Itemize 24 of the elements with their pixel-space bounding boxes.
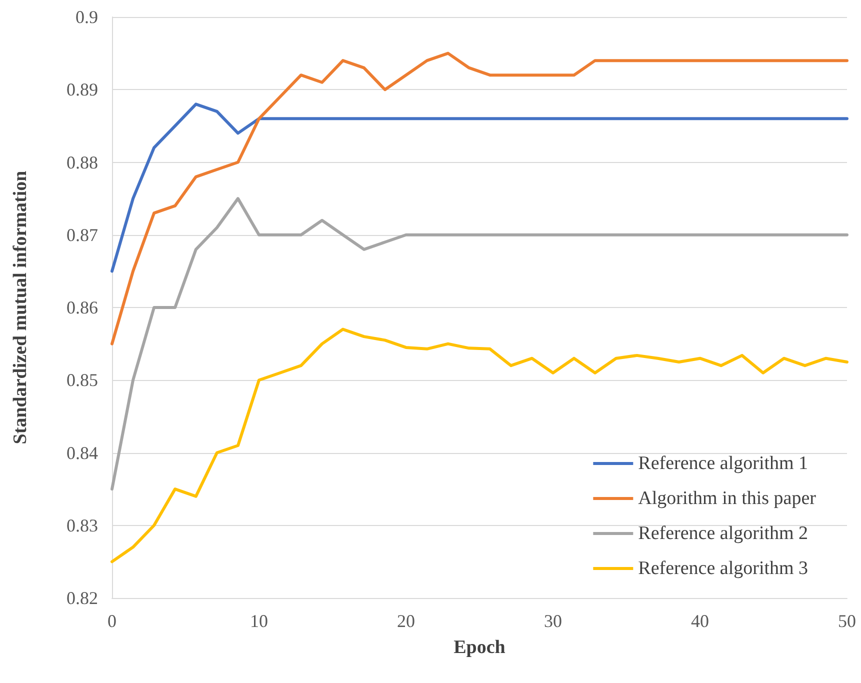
line-series bbox=[110, 52, 848, 346]
y-tick-label: 0.88 bbox=[66, 152, 98, 172]
legend-label: Reference algorithm 1 bbox=[638, 453, 808, 474]
y-tick-label: 0.9 bbox=[76, 7, 98, 27]
y-tick-label: 0.84 bbox=[66, 442, 98, 463]
line-series bbox=[110, 197, 848, 491]
x-tick-label: 50 bbox=[838, 611, 856, 631]
x-tick-label: 20 bbox=[397, 611, 415, 631]
x-tick-label: 0 bbox=[108, 611, 116, 631]
y-axis-title: Standardized mutual information bbox=[10, 170, 31, 444]
legend-label: Reference algorithm 2 bbox=[638, 523, 808, 544]
y-tick-label: 0.89 bbox=[66, 80, 98, 100]
x-tick-label: 10 bbox=[250, 611, 268, 631]
y-tick-label: 0.82 bbox=[66, 588, 98, 608]
y-tick-label: 0.86 bbox=[66, 298, 98, 318]
x-tick-label: 40 bbox=[691, 611, 709, 631]
y-tick-label: 0.83 bbox=[66, 515, 98, 536]
line-series bbox=[110, 102, 848, 273]
x-tick-label: 30 bbox=[544, 611, 562, 631]
y-tick-label: 0.87 bbox=[66, 224, 98, 245]
y-tick-label: 0.85 bbox=[66, 370, 98, 390]
x-axis-title: Epoch bbox=[454, 637, 506, 658]
legend-label: Algorithm in this paper bbox=[638, 488, 817, 509]
legend-label: Reference algorithm 3 bbox=[638, 558, 808, 579]
